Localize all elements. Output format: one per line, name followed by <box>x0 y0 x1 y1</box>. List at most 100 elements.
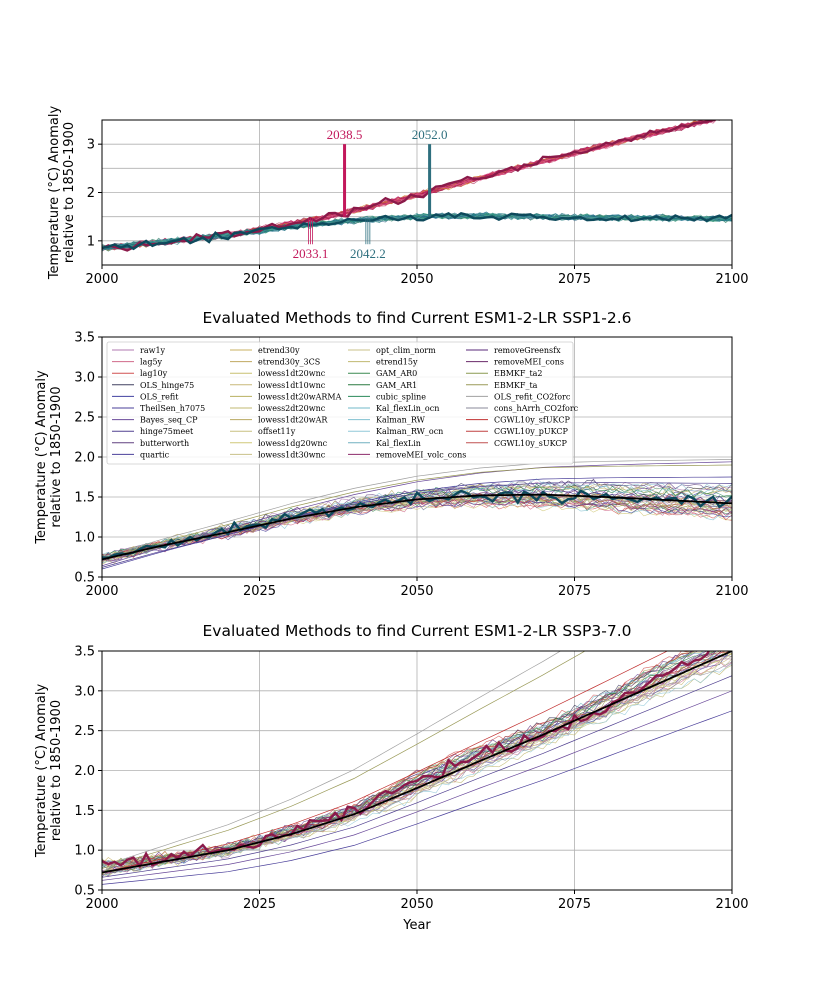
y-tick-label: 2 <box>87 186 95 201</box>
y-tick-label: 1.0 <box>74 531 95 546</box>
legend-entry: lowess1dt20wARMA <box>258 392 342 401</box>
legend-entry: TheilSen_h7075 <box>140 404 205 413</box>
legend-entry: GAM_AR0 <box>376 369 417 378</box>
legend-entry: removeGreensfx <box>494 346 561 355</box>
x-tick-label: 2075 <box>558 584 591 599</box>
observed-line <box>102 120 717 252</box>
main-series <box>102 489 732 561</box>
legend-entry: lowess1dt10wnc <box>258 381 326 390</box>
legend-entry: removeMEI_cons <box>494 358 564 367</box>
x-tick-label: 2100 <box>715 272 748 287</box>
legend-entry: offset11y <box>258 427 296 436</box>
legend-entry: etrend15y <box>376 358 418 367</box>
x-axis: 2000 2025 2050 2075 2100 <box>85 577 749 599</box>
method-trend-line <box>102 651 586 869</box>
y-axis-title: Temperature (°C) Anomalyrelative to 1850… <box>47 106 77 281</box>
legend-entry: EBMKF_ta <box>494 381 538 390</box>
panel-ssp370-chart: 2000 2025 2050 2075 2100 0.5 1.0 1.5 2.0 2.5 3.0 3.… <box>34 622 749 933</box>
legend-entry: CGWL10y_pUKCP <box>494 427 568 436</box>
legend-entry: hinge75meet <box>140 427 194 436</box>
method-trend-line <box>102 651 562 867</box>
legend-entry: OLS_refit <box>140 392 179 401</box>
y-tick-label: 3 <box>87 138 95 153</box>
x-tick-label: 2000 <box>85 897 118 912</box>
crossing-marker-label: 2033.1 <box>293 246 329 261</box>
legend-entry: butterworth <box>140 439 189 448</box>
method-trend-lines <box>102 459 732 570</box>
x-tick-label: 2025 <box>243 272 276 287</box>
legend-entry: CGWL10y_sfUKCP <box>494 416 570 425</box>
main-series <box>102 651 732 874</box>
x-tick-label: 2100 <box>715 584 748 599</box>
legend-entry: lowess1dt20wAR <box>258 416 328 425</box>
y-axis: 0.5 1.0 1.5 2.0 2.5 3.0 3.5 <box>74 645 102 899</box>
ensemble-line <box>102 651 730 875</box>
y-tick-label: 1.5 <box>74 491 95 506</box>
y-tick-label: 2.0 <box>74 764 95 779</box>
y-tick-label: 2.5 <box>74 724 95 739</box>
legend-entry: lag10y <box>140 369 168 378</box>
method-trend-line <box>102 690 732 881</box>
legend-entry: etrend30y <box>258 346 300 355</box>
legend-entry: EBMKF_ta2 <box>494 369 543 378</box>
legend-entry: quartic <box>140 450 170 459</box>
y-axis: 0.5 1.0 1.5 2.0 2.5 3.0 3.5 <box>74 331 102 586</box>
x-axis-title: Year <box>402 918 431 933</box>
ensemble-line <box>102 481 732 564</box>
x-axis: 2000 2025 2050 2075 2100 <box>85 265 749 287</box>
legend-entry: GAM_AR1 <box>376 381 417 390</box>
y-axis-title: Temperature (°C) Anomalyrelative to 1850… <box>34 684 64 859</box>
method-trend-line <box>102 710 732 885</box>
method-trend-line <box>102 461 732 567</box>
panel-title: Evaluated Methods to find Current ESM1-2… <box>203 622 632 640</box>
legend-entry: lowess1dt20wnc <box>258 369 326 378</box>
observed-line <box>102 651 727 869</box>
x-tick-label: 2075 <box>558 897 591 912</box>
x-tick-label: 2100 <box>715 897 748 912</box>
legend: raw1y lag5y lag10y OLS_hinge75 OLS_refit Thei… <box>106 341 579 465</box>
crossing-marker-label: 2038.5 <box>327 127 363 142</box>
legend-entry: lowess1dt30wnc <box>258 450 326 459</box>
x-tick-label: 2050 <box>400 897 433 912</box>
main-series <box>102 120 732 252</box>
x-tick-label: 2050 <box>400 272 433 287</box>
panel-title: Evaluated Methods to find Current ESM1-2… <box>203 309 632 327</box>
legend-entry: lowess2dt20wnc <box>258 404 326 413</box>
y-tick-label: 3.5 <box>74 331 95 346</box>
legend-entry: OLS_hinge75 <box>140 381 194 390</box>
x-tick-label: 2025 <box>243 897 276 912</box>
panel-ssp126-chart: 2000 2025 2050 2075 2100 0.5 1.0 1.5 2.0 2.5 3.0 3.… <box>34 309 749 599</box>
y-tick-label: 1.0 <box>74 844 95 859</box>
legend-entry: CGWL10y_sUKCP <box>494 439 567 448</box>
y-tick-label: 1.5 <box>74 804 95 819</box>
panel-top-chart: 2038.5 2052.0 2033.1 2042.2 2000 2025 2050 2075… <box>47 106 749 287</box>
y-axis-title: Temperature (°C) Anomalyrelative to 1850… <box>34 370 64 545</box>
legend-entry: cons_hArrh_CO2forc <box>494 404 579 413</box>
legend-entry: Kalman_RW_ocn <box>376 427 443 436</box>
legend-entry: lowess1dg20wnc <box>258 439 328 448</box>
legend-entry: raw1y <box>140 346 166 355</box>
x-tick-label: 2025 <box>243 584 276 599</box>
y-tick-label: 2.0 <box>74 451 95 466</box>
legend-entry: opt_clim_norm <box>376 346 436 355</box>
legend-entry: Bayes_seq_CP <box>140 416 198 425</box>
crossing-markers: 2038.5 2052.0 2033.1 2042.2 <box>293 127 448 261</box>
method-trend-line <box>102 675 732 878</box>
legend-entry: etrend30y_3CS <box>258 358 320 367</box>
y-tick-label: 2.5 <box>74 411 95 426</box>
x-tick-label: 2000 <box>85 584 118 599</box>
legend-entry: cubic_spline <box>376 392 426 401</box>
y-tick-label: 3.5 <box>74 645 95 660</box>
legend-box <box>106 341 574 465</box>
y-axis: 1 2 3 <box>87 138 102 249</box>
y-tick-label: 0.5 <box>74 571 95 586</box>
legend-entry: Kal_flexLin <box>376 439 421 448</box>
crossing-marker-label: 2052.0 <box>412 127 448 142</box>
y-tick-label: 0.5 <box>74 884 95 899</box>
trend-line <box>102 493 732 561</box>
method-trend-line <box>102 464 732 560</box>
y-tick-label: 3.0 <box>74 684 95 699</box>
observed-line <box>102 212 732 251</box>
method-trend-line <box>102 459 732 558</box>
